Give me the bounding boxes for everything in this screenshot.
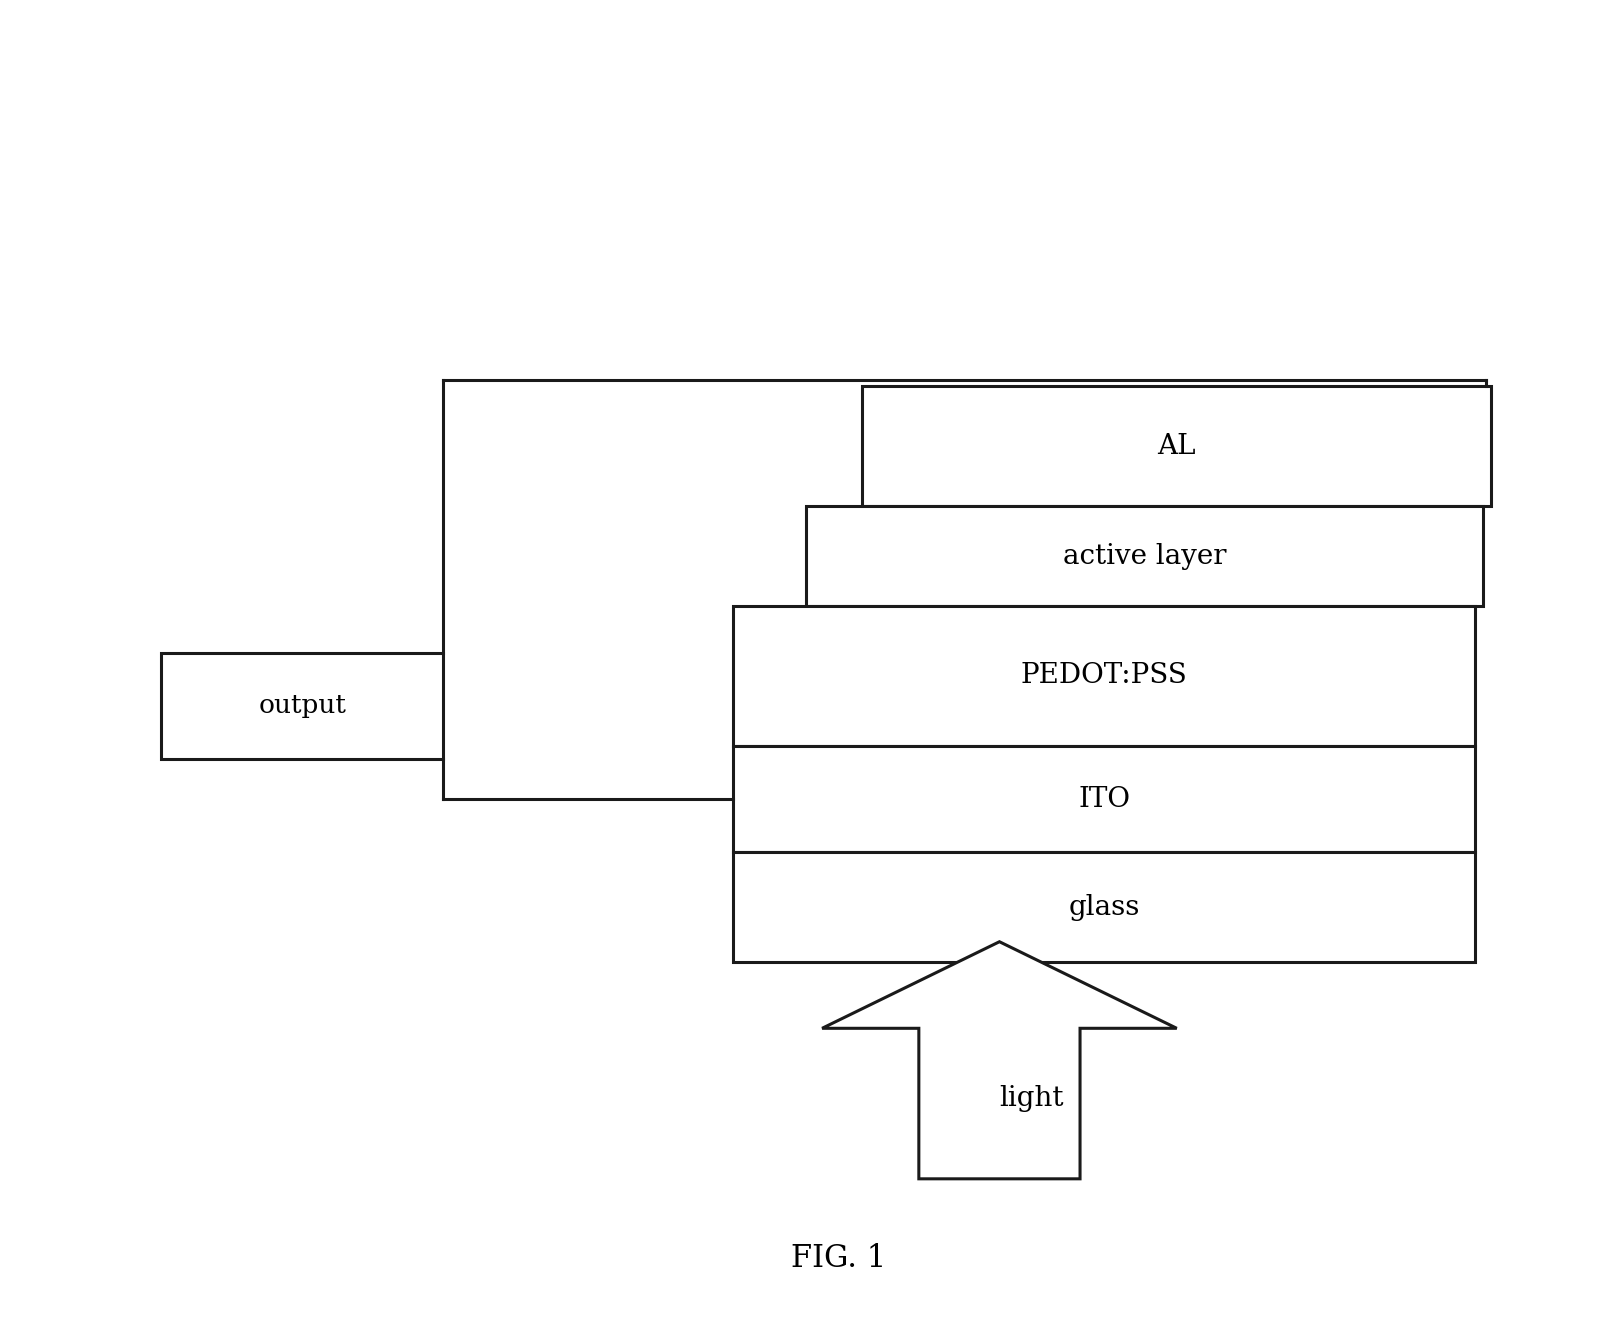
Text: PEDOT:PSS: PEDOT:PSS (1020, 662, 1188, 690)
Bar (733, 852, 1475, 962)
Text: light: light (999, 1086, 1064, 1112)
Text: active layer: active layer (1062, 542, 1227, 570)
Text: FIG. 1: FIG. 1 (790, 1243, 887, 1275)
Text: output: output (258, 694, 347, 718)
Polygon shape (822, 942, 1177, 1179)
Text: glass: glass (1069, 894, 1140, 920)
Bar (862, 386, 1491, 506)
Text: AL: AL (1157, 433, 1196, 460)
Bar (806, 506, 1483, 606)
Bar (733, 746, 1475, 852)
Bar (733, 606, 1475, 746)
Bar (161, 653, 443, 759)
Text: ITO: ITO (1078, 786, 1130, 813)
